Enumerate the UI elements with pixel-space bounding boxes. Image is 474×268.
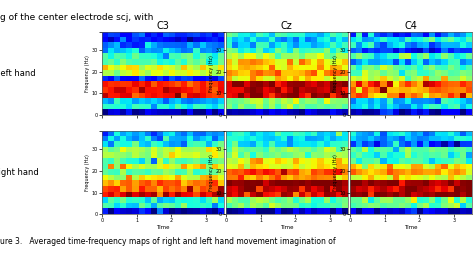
Y-axis label: Frequency (Hz): Frequency (Hz) — [209, 154, 214, 191]
X-axis label: Time: Time — [156, 225, 170, 230]
X-axis label: Time: Time — [404, 225, 418, 230]
Y-axis label: Frequency (Hz): Frequency (Hz) — [85, 154, 90, 191]
Text: g of the center electrode scj, with: g of the center electrode scj, with — [0, 13, 154, 23]
Text: left hand: left hand — [0, 69, 36, 78]
Text: right hand: right hand — [0, 168, 38, 177]
Title: Cz: Cz — [281, 21, 292, 31]
Title: C4: C4 — [404, 21, 417, 31]
Y-axis label: Frequency (Hz): Frequency (Hz) — [209, 55, 214, 92]
X-axis label: Time: Time — [280, 225, 293, 230]
Y-axis label: Frequency (Hz): Frequency (Hz) — [333, 154, 338, 191]
Title: C3: C3 — [156, 21, 169, 31]
Y-axis label: Frequency (Hz): Frequency (Hz) — [85, 55, 90, 92]
Y-axis label: Frequency (Hz): Frequency (Hz) — [333, 55, 338, 92]
Text: ure 3.   Averaged time-frequency maps of right and left hand movement imaginatio: ure 3. Averaged time-frequency maps of r… — [0, 237, 336, 246]
